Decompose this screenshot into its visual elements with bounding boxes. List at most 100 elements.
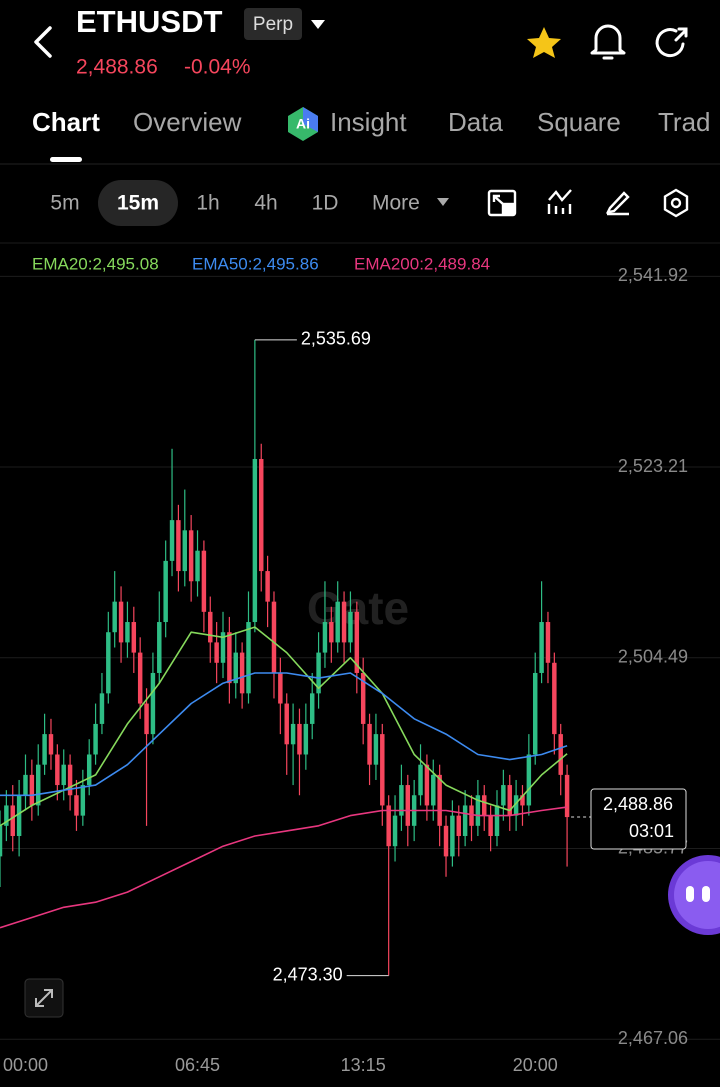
intervals: 5m 15m 1h 4h 1D More <box>50 192 419 215</box>
candle-body <box>386 805 391 847</box>
x-tick-label: 00:00 <box>3 1055 48 1075</box>
candle-body <box>494 805 500 837</box>
candle-body <box>4 805 9 826</box>
candle-body <box>418 764 423 796</box>
candle-body <box>150 672 156 735</box>
candle-body <box>93 723 98 755</box>
interval[interactable]: 5m <box>50 192 79 215</box>
candle-body <box>520 795 525 806</box>
candle-body <box>16 795 22 837</box>
candle-body <box>252 458 258 623</box>
candle-body <box>55 754 60 786</box>
layout-tool[interactable] <box>487 189 517 217</box>
expand-button[interactable] <box>24 978 64 1018</box>
candle-body <box>348 611 353 643</box>
change: -0.04% <box>184 56 251 79</box>
candle-body <box>220 632 226 663</box>
candle-body <box>290 723 296 745</box>
candle-body <box>259 458 264 572</box>
x-tick-label: 20:00 <box>513 1055 558 1075</box>
interval[interactable]: 1D <box>312 192 339 215</box>
candle-body <box>23 774 28 796</box>
candle-body <box>462 805 468 837</box>
candle-body <box>354 611 360 673</box>
candle-body <box>182 530 188 572</box>
candle-body <box>431 774 436 806</box>
candle-body <box>297 723 302 755</box>
candle-body <box>564 774 570 818</box>
candle-body <box>309 693 315 724</box>
tabs: Chart Overview Insight Data Square Trad <box>32 107 711 137</box>
candle-body <box>169 520 175 561</box>
candle-body <box>513 795 519 816</box>
candle-body <box>303 723 309 755</box>
candle-body <box>80 785 86 816</box>
dropdown[interactable] <box>311 20 325 29</box>
interval-selected-bg <box>98 180 178 226</box>
candle-body <box>329 622 334 643</box>
chat-bubble[interactable] <box>668 855 720 935</box>
annotation: 2,473.30 <box>273 964 343 984</box>
interval[interactable]: More <box>372 192 420 215</box>
candle-body <box>284 703 289 745</box>
candle-body <box>380 734 385 806</box>
candle-body <box>125 622 130 643</box>
badge-bg <box>244 8 302 40</box>
tab[interactable]: Overview <box>133 107 242 137</box>
alert[interactable] <box>590 24 626 60</box>
candle-body <box>163 560 168 623</box>
more-arrow[interactable] <box>437 198 449 206</box>
candle-body <box>482 795 487 816</box>
tab[interactable]: Trad <box>658 107 711 137</box>
candle-body <box>10 805 15 837</box>
candle-body <box>278 672 283 704</box>
y-tick-label: 2,504.49 <box>618 647 688 667</box>
y-tick-label: 2,467.06 <box>618 1028 688 1048</box>
settings-tool[interactable] <box>663 188 689 218</box>
candle-body <box>131 622 137 653</box>
indicator-tool[interactable] <box>547 189 572 214</box>
favorite[interactable] <box>527 27 561 58</box>
candle-body <box>392 815 398 847</box>
candle-body <box>137 652 143 704</box>
x-tick-label: 13:15 <box>341 1055 386 1075</box>
candle-body <box>246 622 251 694</box>
last-price-label: 2,488.86 <box>603 794 673 814</box>
candle-body <box>552 662 557 735</box>
candle-body <box>0 825 3 857</box>
candle-body <box>67 764 73 796</box>
tab[interactable]: Square <box>537 107 621 137</box>
candle-body <box>526 754 532 806</box>
symbol: ETHUSDT <box>76 4 222 39</box>
last-price-box <box>590 788 687 850</box>
interval[interactable]: 1h <box>196 192 219 215</box>
interval[interactable]: 15m <box>117 192 159 215</box>
x-tick-label: 06:45 <box>175 1055 220 1075</box>
candle-body <box>437 774 442 826</box>
tab[interactable]: Insight <box>330 107 407 137</box>
draw-tool[interactable] <box>605 191 630 216</box>
candle-body <box>322 622 328 653</box>
tab[interactable]: Chart <box>32 107 100 137</box>
insight-icon: Ai <box>288 107 318 141</box>
candle-body <box>558 734 563 775</box>
y-tick-label: 2,523.21 <box>618 456 688 476</box>
toolbar <box>487 188 689 218</box>
tab[interactable]: Data <box>448 107 503 137</box>
candle-body <box>29 774 35 806</box>
candle-body <box>48 734 54 755</box>
share[interactable] <box>655 27 688 58</box>
candle-body <box>475 795 481 826</box>
candle-body <box>341 601 347 643</box>
legend-entry: EMA200:2,489.84 <box>354 254 490 273</box>
candle-body <box>112 601 117 633</box>
interval[interactable]: 4h <box>254 192 277 215</box>
svg-text:Ai: Ai <box>296 116 310 132</box>
candle-body <box>450 815 455 857</box>
back-button[interactable] <box>34 26 52 58</box>
badge: Perp <box>253 14 293 35</box>
